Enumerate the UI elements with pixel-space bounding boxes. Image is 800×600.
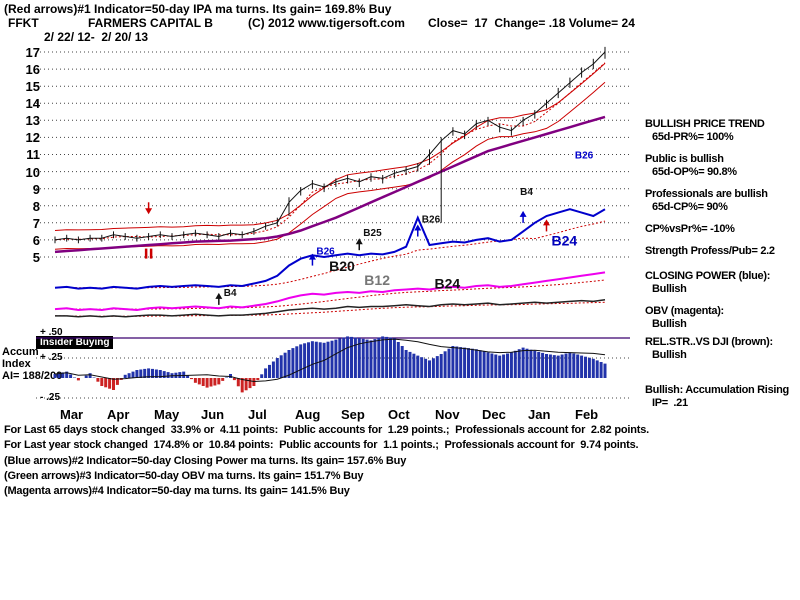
y-axis-label: 12 [25,130,40,145]
y-axis-label: 15 [25,79,40,94]
stats-65day: For Last 65 days stock changed 33.9% or … [4,424,649,436]
ip-value: IP= .21 [652,397,688,409]
svg-text:B20: B20 [329,258,355,274]
ai-axis-label-minus25: - .25 [40,392,61,403]
pr-percent: 65d-PR%= 100% [652,131,734,143]
ticker-symbol: FFKT [8,16,39,30]
strength-ratio: Strength Profess/Pub= 2.2 [645,245,775,257]
x-axis-month: Jan [528,407,551,422]
insider-buying-badge: Insider Buying [36,336,114,349]
op-percent: 65d-OP%= 90.8% [652,166,737,178]
closing-power-header: CLOSING POWER (blue): [645,270,771,282]
svg-text:B4: B4 [224,288,237,299]
professional-sentiment: Professionals are bullish [645,188,768,200]
svg-text:B26: B26 [316,247,335,258]
x-axis-month: Aug [295,407,321,422]
quote-summary: Close= 17 Change= .18 Volume= 24 [428,16,635,30]
y-axis-label: 10 [25,165,40,180]
indicator-line-magenta: (Magenta arrows)#4 Indicator=50-day ma t… [4,485,350,497]
x-axis-month: Apr [107,407,130,422]
x-axis-month: Sep [341,407,365,422]
indicator-line-green: (Green arrows)#3 Indicator=50-day OBV ma… [4,470,364,482]
cp-percent: 65d-CP%= 90% [652,201,728,213]
ai-axis-label-plus50: + .50 [40,327,63,338]
closing-power-status: Bullish [652,283,687,295]
ai-axis-label-plus25: + .25 [40,352,63,363]
copyright-text: (C) 2012 www.tigersoft.com [248,16,405,30]
y-axis-label: 6 [32,233,40,248]
price-chart[interactable]: B4 B26 B20 B12 B25 B26 B24 B4 B24 B26 [30,40,640,412]
x-axis-month: Jul [248,407,267,422]
svg-text:B24: B24 [435,275,461,291]
rel-str-header: REL.STR..VS DJI (brown): [645,336,773,348]
y-axis-label: 16 [25,62,40,77]
company-name: FARMERS CAPITAL B [88,16,213,30]
index-label: Index [2,358,31,370]
obv-header: OBV (magenta): [645,305,724,317]
indicator-line-blue: (Blue arrows)#2 Indicator=50-day Closing… [4,455,407,467]
ai-value-label: AI= 188/200 [2,370,63,382]
date-range: 2/ 22/ 12- 2/ 20/ 13 [44,30,149,44]
public-sentiment: Public is bullish [645,153,724,165]
x-axis-month: Nov [435,407,460,422]
y-axis-label: 9 [32,182,40,197]
x-axis-month: Jun [201,407,225,422]
cp-vs-pr: CP%vsPr%= -10% [645,223,735,235]
trend-headline: BULLISH PRICE TREND [645,118,765,130]
accum-label: Accum [2,346,39,358]
stats-year: For Last year stock changed 174.8% or 10… [4,439,639,451]
x-axis-month: May [154,407,180,422]
y-axis-label: 8 [32,199,40,214]
x-axis-month: Mar [60,407,84,422]
y-axis-label: 17 [25,45,40,60]
x-axis-month: Oct [388,407,410,422]
y-axis-label: 14 [25,96,40,111]
svg-text:B26: B26 [575,151,594,162]
x-axis-month: Dec [482,407,506,422]
accumulation-status: Bullish: Accumulation Rising [645,384,789,396]
obv-status: Bullish [652,318,687,330]
y-axis-label: 11 [26,147,40,162]
rel-str-status: Bullish [652,349,687,361]
svg-text:B24: B24 [552,233,578,249]
svg-text:B26: B26 [422,215,441,226]
x-axis-month: Feb [575,407,599,422]
svg-text:B12: B12 [364,272,390,288]
indicator-line-red: (Red arrows)#1 Indicator=50-day IPA ma t… [4,2,392,16]
svg-text:B4: B4 [520,187,533,198]
y-axis-label: 7 [32,216,40,231]
y-axis-label: 13 [25,113,40,128]
svg-text:B25: B25 [363,228,382,239]
